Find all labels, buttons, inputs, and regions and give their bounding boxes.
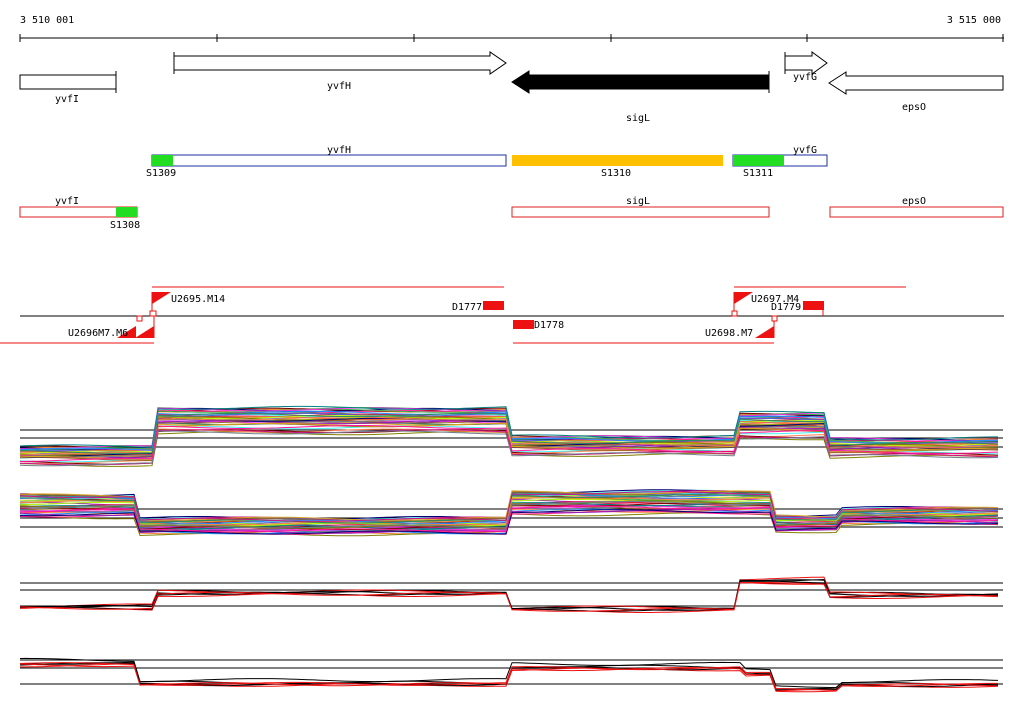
feature-epsO-label: epsO <box>902 196 926 207</box>
gene-epsO-arrow <box>828 71 1004 95</box>
minus-strand-expression-panel <box>19 489 1003 537</box>
downshift-D1777-label: D1777 <box>452 302 482 313</box>
expression-profile-line <box>19 405 998 448</box>
expression-profile-line <box>19 500 999 529</box>
upshift-U2695-flag[interactable] <box>152 292 171 304</box>
gene-epsO-label: epsO <box>902 102 926 113</box>
gene-yvfH[interactable]: yvfH <box>173 51 507 92</box>
feature-yvfI-label: yvfI <box>55 196 79 207</box>
gene-sigL-arrow <box>511 70 770 94</box>
expression-profile-line <box>19 663 999 693</box>
feature-yvfG-label: yvfG <box>793 145 817 156</box>
expression-profile-line <box>19 430 999 467</box>
ruler-end-label: 3 515 000 <box>947 15 1001 26</box>
segment-S1311-label: S1311 <box>743 168 773 179</box>
feature-yvfH-box[interactable] <box>151 154 507 167</box>
expression-profile-line <box>19 582 999 612</box>
feature-epsO-box[interactable] <box>829 206 1004 218</box>
gene-yvfG-label: yvfG <box>793 72 817 83</box>
gene-yvfG-arrow <box>784 51 828 75</box>
gene-epsO[interactable]: epsO <box>828 71 1004 113</box>
upshift-U2698-flag[interactable] <box>755 326 774 338</box>
upshift-U2697-mark <box>731 310 738 317</box>
downshift-D1778[interactable] <box>513 320 534 329</box>
segment-S1310[interactable] <box>512 155 723 166</box>
gene-yvfH-label: yvfH <box>327 81 351 92</box>
gene-yvfI-box <box>19 74 117 90</box>
plus-strand-summary-panel <box>19 576 1003 613</box>
downshift-D1777[interactable] <box>483 301 504 310</box>
upshift-U2698-label: U2698.M7 <box>705 328 753 339</box>
segment-S1308[interactable] <box>116 207 137 217</box>
gene-yvfI-label: yvfI <box>55 94 79 105</box>
feature-sigL-label: sigL <box>626 196 650 207</box>
plus-strand-track: yvfH S1309 S1310 yvfG S1311 <box>146 145 828 179</box>
expression-profile-line <box>19 416 999 456</box>
upshift-U2696b-flag <box>117 326 136 338</box>
segment-S1309[interactable] <box>152 155 173 166</box>
expression-profile-line <box>19 491 999 522</box>
expression-profile-line <box>19 422 999 460</box>
plus-strand-expression-panel <box>19 405 1003 467</box>
feature-yvfH-label: yvfH <box>327 145 351 156</box>
gene-yvfG[interactable]: yvfG <box>784 51 828 83</box>
expression-profile-line <box>19 657 999 688</box>
ruler-start-label: 3 510 001 <box>20 15 74 26</box>
upshift-U2697-label: U2697.M4 <box>751 294 799 305</box>
expression-profile-line <box>19 505 999 533</box>
minus-strand-track: yvfI S1308 sigL epsO <box>19 196 1004 231</box>
feature-sigL-box[interactable] <box>511 206 770 218</box>
shift-track: U2695.M14 U2696M7.M6 D1777 D1778 U2698.M… <box>0 286 1004 344</box>
downshift-D1778-label: D1778 <box>534 320 564 331</box>
expression-profile-line <box>19 425 999 462</box>
segment-S1308-label: S1308 <box>110 220 140 231</box>
segment-S1311[interactable] <box>733 155 784 166</box>
minus-strand-summary-panel <box>19 657 1003 693</box>
gene-track: yvfI yvfH sigL yvfG epsO <box>19 51 1004 124</box>
expression-profile-line <box>19 662 998 692</box>
gene-yvfI[interactable]: yvfI <box>19 71 117 105</box>
upshift-U2696-label: U2696M7.M6 <box>68 328 128 339</box>
expression-profile-line <box>19 410 999 451</box>
downshift-D1779-label: D1779 <box>771 302 801 313</box>
coordinate-ruler: 3 510 001 3 515 000 <box>19 15 1004 42</box>
expression-profile-line <box>20 509 999 535</box>
upshift-U2696-flag[interactable] <box>135 326 154 338</box>
upshift-U2697-flag[interactable] <box>734 292 753 304</box>
gene-sigL-label: sigL <box>626 113 650 124</box>
segment-S1309-label: S1309 <box>146 168 176 179</box>
upshift-U2695-mark <box>149 310 157 317</box>
gene-sigL[interactable]: sigL <box>511 70 770 124</box>
expression-profile-line <box>19 413 999 454</box>
upshift-U2696-mark <box>136 315 143 322</box>
upshift-U2695-label: U2695.M14 <box>171 294 225 305</box>
gene-yvfH-arrow <box>173 51 507 75</box>
segment-S1310-label: S1310 <box>601 168 631 179</box>
downshift-D1779[interactable] <box>803 301 824 310</box>
upshift-U2698-mark <box>771 315 778 322</box>
